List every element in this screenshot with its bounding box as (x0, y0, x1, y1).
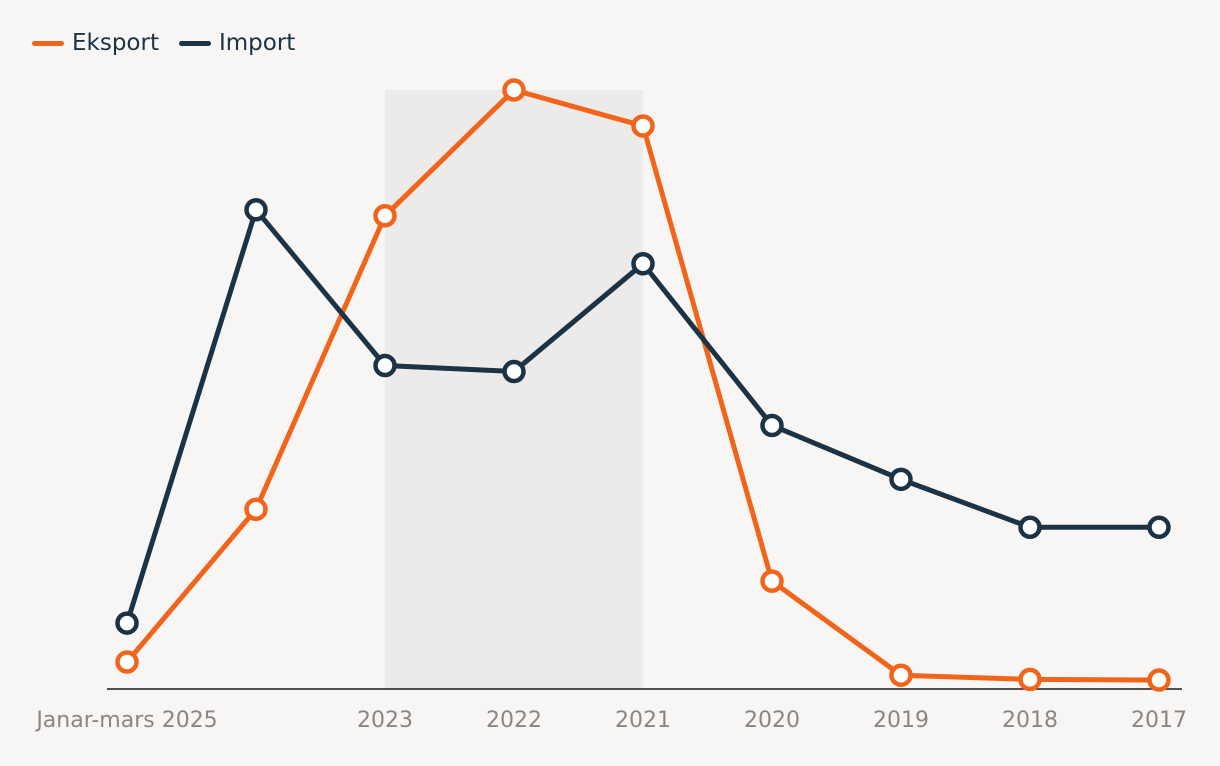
data-point-eksport (889, 663, 913, 687)
data-point-import (889, 467, 913, 492)
data-point-eksport (373, 204, 397, 228)
data-point-eksport (244, 497, 268, 522)
data-point-eksport (1018, 667, 1042, 692)
x-tick-label: 2018 (1002, 708, 1058, 733)
data-point-eksport (631, 114, 655, 138)
data-point-import (244, 198, 268, 222)
x-tick-label: 2017 (1131, 708, 1187, 733)
data-point-import (1147, 515, 1171, 540)
data-point-eksport (502, 78, 526, 102)
legend-item-eksport: Eksport (32, 30, 159, 56)
data-point-import (631, 251, 655, 276)
data-point-eksport (115, 650, 139, 674)
legend-label-import: Import (218, 30, 296, 56)
x-tick-label: 2019 (873, 708, 929, 733)
legend: Eksport Import (32, 30, 295, 56)
data-point-import (1018, 515, 1042, 540)
legend-swatch-eksport (32, 40, 64, 46)
x-tick-label: 2020 (744, 708, 800, 733)
data-point-eksport (760, 569, 784, 593)
data-point-import (760, 413, 784, 438)
x-tick-label: 2021 (615, 708, 671, 733)
data-point-import (502, 359, 526, 384)
data-point-import (373, 353, 397, 378)
highlight-band (385, 90, 643, 689)
legend-label-eksport: Eksport (72, 30, 159, 56)
x-tick-label: Janar-mars 2025 (34, 708, 217, 733)
x-tick-label: 2023 (357, 708, 413, 733)
legend-item-import: Import (178, 30, 296, 56)
data-point-import (115, 611, 139, 635)
data-point-eksport (1147, 668, 1171, 692)
x-tick-label: 2022 (486, 708, 542, 733)
legend-swatch-import (178, 40, 211, 46)
